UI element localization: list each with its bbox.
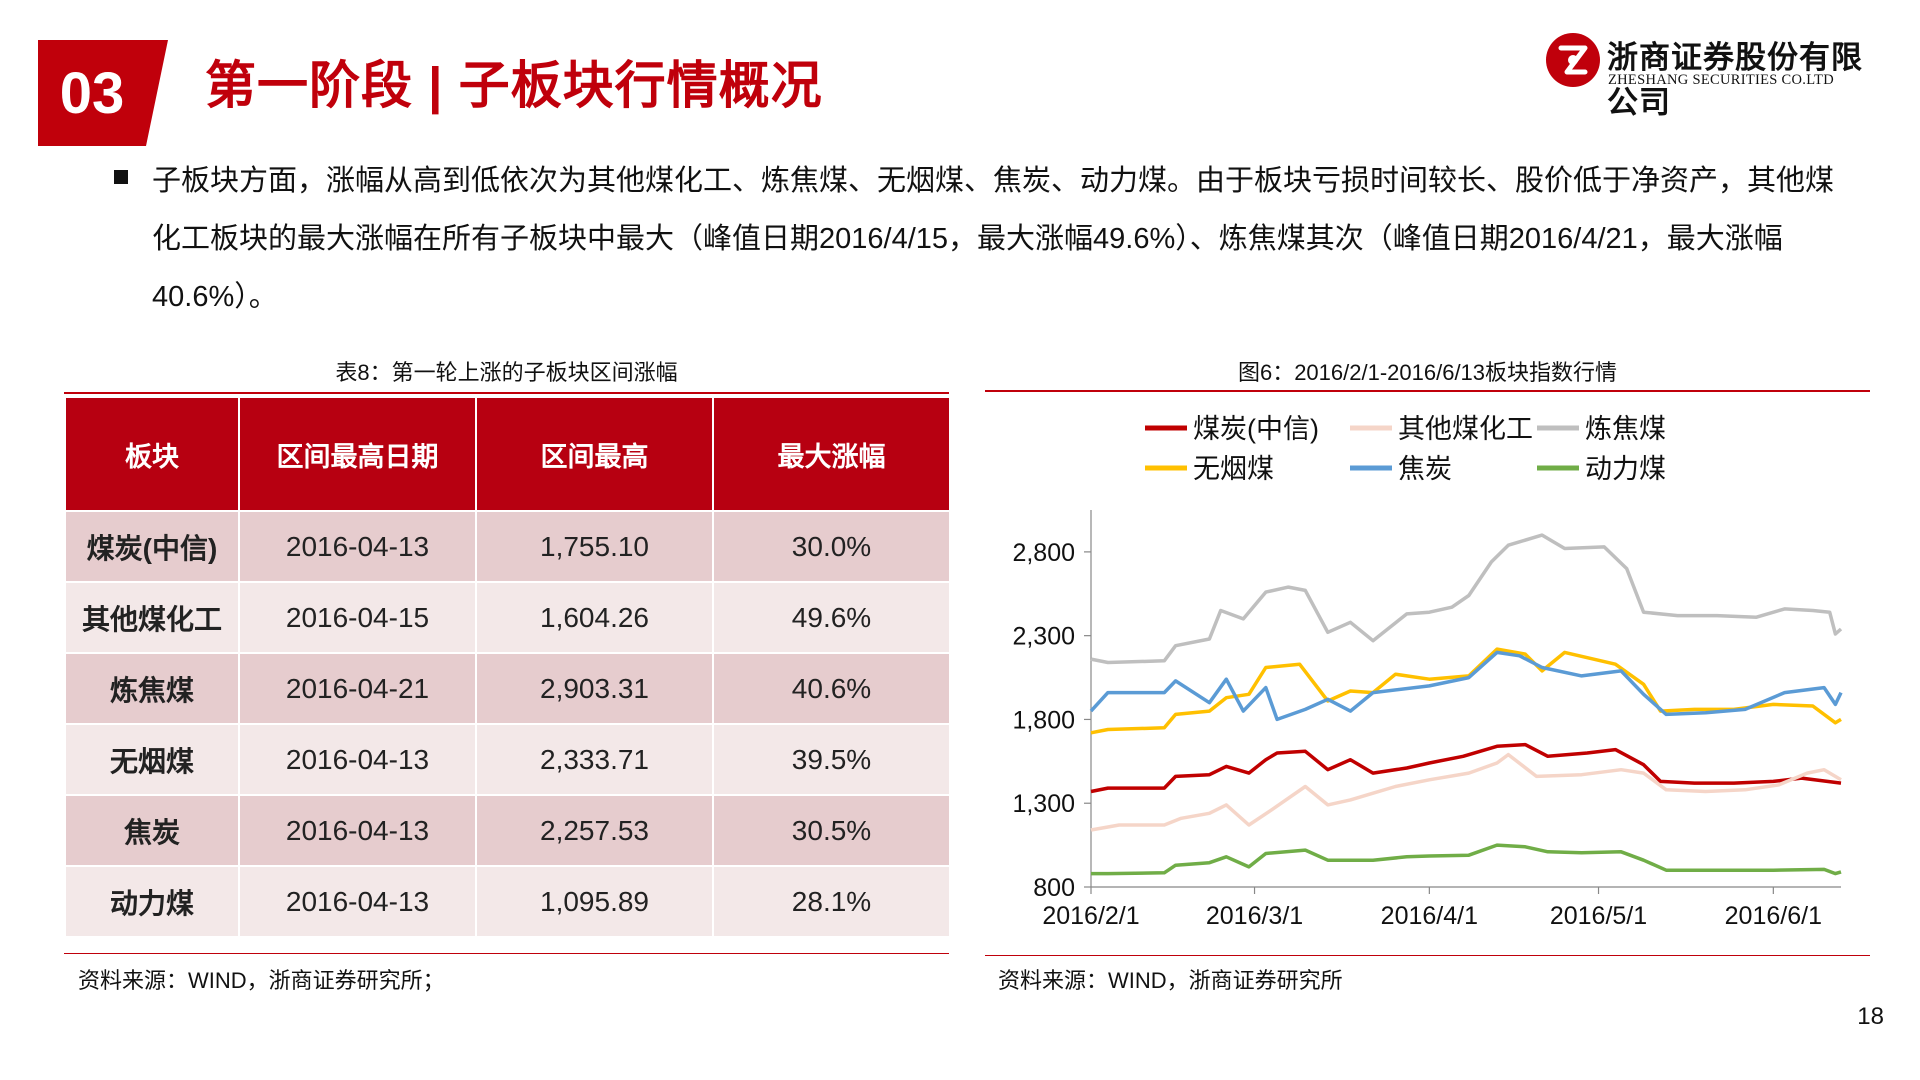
cell-peak-date: 2016-04-13 <box>238 794 477 867</box>
table-top-rule <box>64 392 949 394</box>
chart-lines <box>1089 533 1843 876</box>
bullet-square-icon <box>114 170 128 184</box>
cell-peak-value: 1,604.26 <box>475 581 714 654</box>
company-logo: 浙商证券股份有限公司 ZHESHANG SECURITIES CO.LTD <box>1545 32 1885 121</box>
x-tick-label: 2016/5/1 <box>1550 902 1647 930</box>
intro-paragraph: 子板块方面，涨幅从高到低依次为其他煤化工、炼焦煤、无烟煤、焦炭、动力煤。由于板块… <box>152 165 1835 313</box>
table-source-note: 资料来源：WIND，浙商证券研究所； <box>78 968 445 993</box>
company-name-cn: 浙商证券股份有限公司 <box>1607 40 1863 121</box>
chart-caption: 图6：2016/2/1-2016/6/13板块指数行情 <box>1237 360 1618 385</box>
x-tick-label: 2016/4/1 <box>1381 902 1478 930</box>
cell-max-gain: 40.6% <box>712 652 951 725</box>
table-row: 煤炭(中信) 2016-04-13 1,755.10 30.0% <box>64 510 951 583</box>
cell-sector: 其他煤化工 <box>64 581 240 654</box>
cell-sector: 无烟煤 <box>64 723 240 796</box>
table-row: 动力煤 2016-04-13 1,095.89 28.1% <box>64 865 951 938</box>
series-line-5 <box>1091 843 1842 876</box>
cell-sector: 焦炭 <box>64 794 240 867</box>
y-tick-label: 2,300 <box>1012 623 1075 651</box>
legend-label-4: 焦炭 <box>1398 454 1452 484</box>
chart-bottom-rule <box>985 955 1870 956</box>
table-header-row: 板块 区间最高日期 区间最高 最大涨幅 <box>64 396 951 512</box>
header-peak-date: 区间最高日期 <box>238 396 477 512</box>
series-line-1 <box>1090 752 1842 832</box>
cell-sector: 煤炭(中信) <box>64 510 240 583</box>
cell-max-gain: 39.5% <box>712 723 951 796</box>
page-title: 第一阶段 | 子板块行情概况 <box>205 57 823 114</box>
x-tick-label: 2016/3/1 <box>1206 902 1303 930</box>
legend-label-3: 无烟煤 <box>1193 454 1274 484</box>
cell-max-gain: 30.0% <box>712 510 951 583</box>
legend-label-0: 煤炭(中信) <box>1193 414 1319 444</box>
series-line-0 <box>1090 742 1842 794</box>
series-line-4 <box>1089 650 1843 722</box>
chart-axes: 800 1,300 1,800 2,300 2,800 2016/2/1 2016/3/1 2… <box>1012 510 1841 930</box>
header-peak-value: 区间最高 <box>475 396 714 512</box>
header-sector: 板块 <box>64 396 240 512</box>
table-bottom-rule <box>64 953 949 954</box>
legend-label-2: 炼焦煤 <box>1585 414 1666 444</box>
table-row: 焦炭 2016-04-13 2,257.53 30.5% <box>64 794 951 867</box>
cell-peak-date: 2016-04-21 <box>238 652 477 725</box>
cell-sector: 动力煤 <box>64 865 240 938</box>
cell-max-gain: 30.5% <box>712 794 951 867</box>
header-max-gain: 最大涨幅 <box>712 396 951 512</box>
cell-sector: 炼焦煤 <box>64 652 240 725</box>
section-number: 03 <box>38 40 168 146</box>
y-tick-label: 800 <box>1033 874 1075 902</box>
page-number: 18 <box>1857 1003 1884 1030</box>
cell-peak-value: 2,333.71 <box>475 723 714 796</box>
x-tick-label: 2016/6/1 <box>1725 902 1822 930</box>
cell-peak-value: 2,257.53 <box>475 794 714 867</box>
y-tick-label: 2,800 <box>1012 539 1075 567</box>
cell-peak-date: 2016-04-15 <box>238 581 477 654</box>
cell-peak-date: 2016-04-13 <box>238 865 477 938</box>
cell-peak-value: 1,095.89 <box>475 865 714 938</box>
sector-gain-table: 板块 区间最高日期 区间最高 最大涨幅 煤炭(中信) 2016-04-13 1,… <box>64 396 951 938</box>
cell-max-gain: 49.6% <box>712 581 951 654</box>
cell-peak-value: 2,903.31 <box>475 652 714 725</box>
legend-label-1: 其他煤化工 <box>1398 414 1533 444</box>
series-line-2 <box>1090 533 1843 665</box>
series-line-3 <box>1090 647 1842 735</box>
company-name-en: ZHESHANG SECURITIES CO.LTD <box>1608 72 1834 88</box>
x-tick-label: 2016/2/1 <box>1042 902 1139 930</box>
cell-peak-date: 2016-04-13 <box>238 723 477 796</box>
cell-peak-value: 1,755.10 <box>475 510 714 583</box>
table-row: 无烟煤 2016-04-13 2,333.71 39.5% <box>64 723 951 796</box>
company-logo-icon <box>1546 33 1600 87</box>
table-row: 其他煤化工 2016-04-15 1,604.26 49.6% <box>64 581 951 654</box>
y-tick-label: 1,300 <box>1012 790 1075 818</box>
chart-source-note: 资料来源：WIND，浙商证券研究所 <box>998 968 1343 993</box>
chart-top-rule <box>985 390 1870 392</box>
cell-peak-date: 2016-04-13 <box>238 510 477 583</box>
table-row: 炼焦煤 2016-04-21 2,903.31 40.6% <box>64 652 951 725</box>
cell-max-gain: 28.1% <box>712 865 951 938</box>
legend-label-5: 动力煤 <box>1585 454 1666 484</box>
y-tick-label: 1,800 <box>1012 706 1075 734</box>
table-caption: 表8：第一轮上涨的子板块区间涨幅 <box>335 360 678 385</box>
